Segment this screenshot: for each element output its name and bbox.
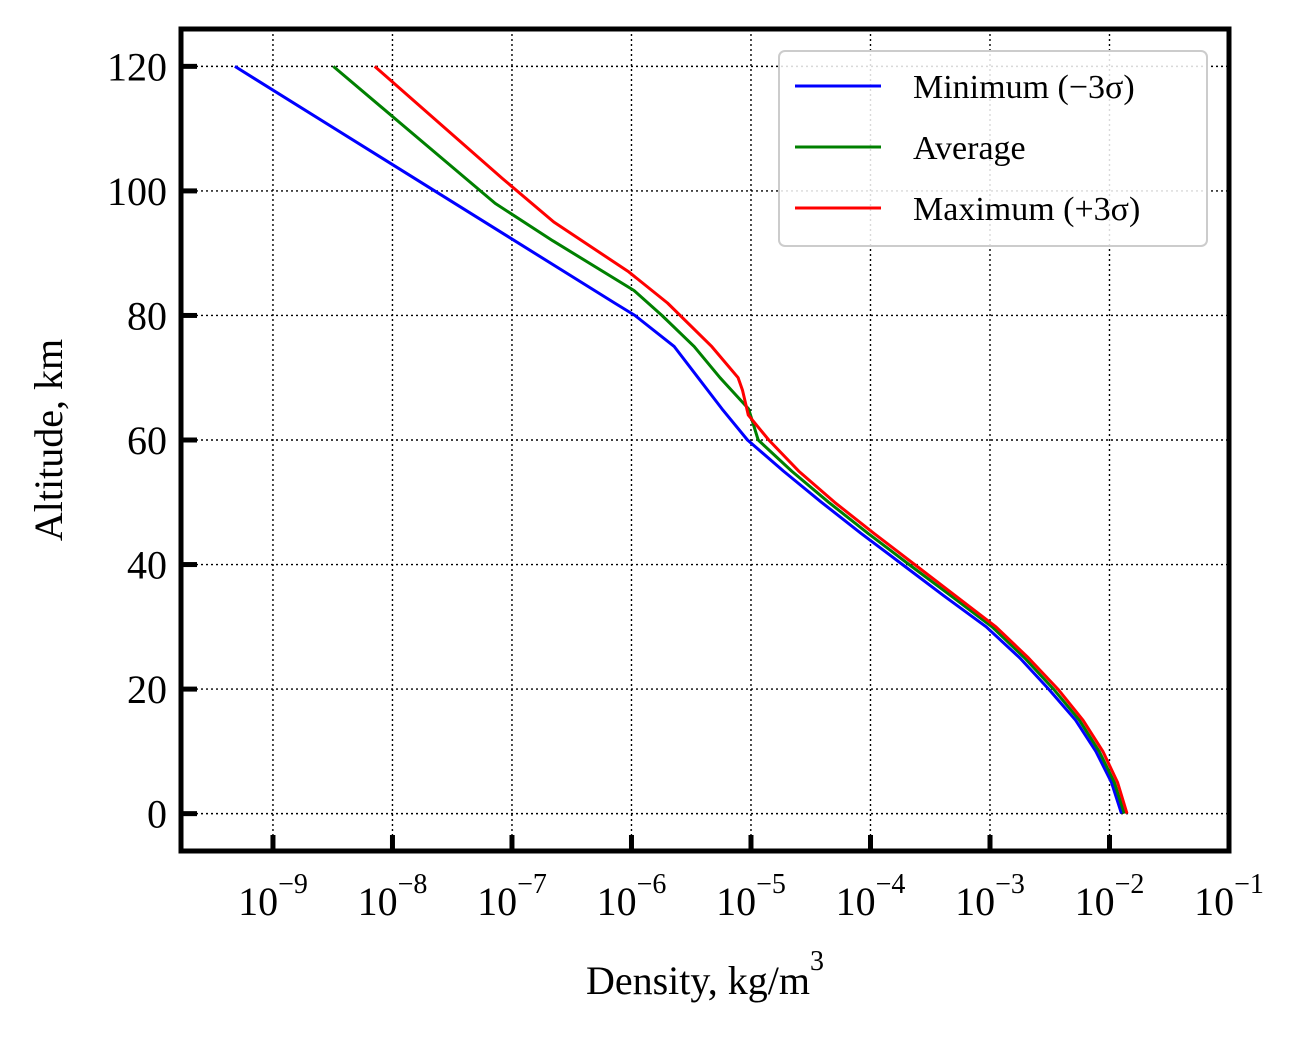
legend: Minimum (−3σ) Average Maximum (+3σ) [778, 50, 1208, 247]
series-lines [234, 65, 1129, 815]
x-tick-label-base: 10 [238, 879, 278, 924]
x-tick-label-exponent: −6 [637, 869, 667, 900]
x-tick-label-exponent: −1 [1234, 869, 1264, 900]
y-tick-label: 20 [127, 667, 167, 712]
y-tick-labels: 0 20 40 60 80 100 120 [107, 44, 167, 836]
series-line-2 [373, 65, 1129, 815]
y-tick-label: 60 [127, 418, 167, 463]
legend-label-1: Average [913, 130, 1026, 167]
legend-label-2: Maximum (+3σ) [913, 191, 1140, 228]
x-tick-label: 10−2 [1075, 869, 1145, 924]
x-axis-title: Density, kg/m3 [586, 946, 824, 1003]
x-tick-labels: 10−9 10−8 10−7 10−6 10−5 10−4 10−3 10−2 10−1 [238, 869, 1264, 924]
x-tick-label: 10−8 [358, 869, 428, 924]
y-tick-label: 80 [127, 293, 167, 338]
x-axis-title-superscript: 3 [810, 946, 824, 977]
x-tick-label-exponent: −4 [876, 869, 906, 900]
x-tick-label-base: 10 [836, 879, 876, 924]
y-tick-label: 100 [107, 169, 167, 214]
x-tick-label-base: 10 [597, 879, 637, 924]
x-tick-label-exponent: −5 [756, 869, 786, 900]
axis-ticks [181, 63, 1112, 851]
series-line-1 [332, 65, 1126, 815]
x-tick-label: 10−6 [597, 869, 667, 924]
x-tick-label-base: 10 [358, 879, 398, 924]
x-tick-label-exponent: −2 [1115, 869, 1145, 900]
y-tick-label: 120 [107, 44, 167, 89]
x-axis-title-text: Density, kg/m [586, 958, 810, 1003]
x-tick-label: 10−9 [238, 869, 308, 924]
x-tick-label-exponent: −9 [278, 869, 308, 900]
x-tick-label: 10−3 [955, 869, 1025, 924]
plot-frame [178, 26, 1232, 854]
y-axis-title: Altitude, km [26, 339, 71, 541]
y-tick-label: 40 [127, 543, 167, 588]
x-tick-label-base: 10 [1194, 879, 1234, 924]
legend-box [778, 50, 1208, 247]
x-tick-label-exponent: −3 [995, 869, 1025, 900]
x-tick-label-base: 10 [1075, 879, 1115, 924]
x-tick-label: 10−5 [716, 869, 786, 924]
legend-entries: Minimum (−3σ) Average Maximum (+3σ) [795, 69, 1140, 228]
series-line-0 [234, 65, 1123, 815]
x-tick-label-base: 10 [477, 879, 517, 924]
x-tick-label-base: 10 [716, 879, 756, 924]
x-tick-label: 10−7 [477, 869, 547, 924]
x-tick-label: 10−4 [836, 869, 906, 924]
x-tick-label-base: 10 [955, 879, 995, 924]
y-tick-label: 0 [147, 792, 167, 837]
legend-label-0: Minimum (−3σ) [913, 69, 1135, 106]
x-tick-label: 10−1 [1194, 869, 1264, 924]
x-tick-label-exponent: −8 [398, 869, 428, 900]
x-tick-label-exponent: −7 [517, 869, 547, 900]
